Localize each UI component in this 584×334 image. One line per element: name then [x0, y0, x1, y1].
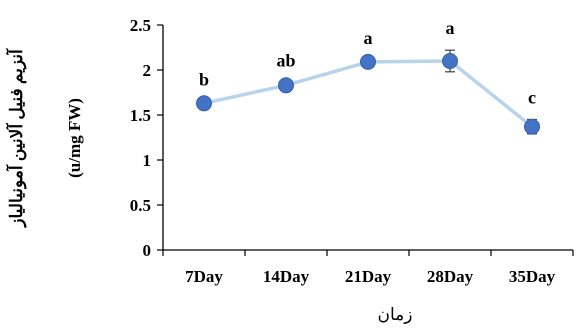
significance-label: a: [364, 28, 373, 48]
y-tick-label: 2.5: [130, 16, 151, 35]
axes: [157, 24, 574, 256]
x-tick-labels: 7Day 14Day 21Day 28Day 35Day: [185, 267, 556, 286]
x-tick-label: 14Day: [263, 267, 310, 286]
significance-label: b: [199, 70, 209, 90]
y-tick-label: 2: [143, 61, 152, 80]
y-tick-label: 1.5: [130, 106, 151, 125]
y-tick-label: 0.5: [130, 196, 151, 215]
y-axis-title-line-1: آنزیم فنیل آلانین آمونیالیاز: [5, 48, 27, 229]
x-tick-label: 21Day: [345, 267, 392, 286]
data-point: [278, 77, 294, 94]
significance-label: a: [446, 18, 455, 38]
significance-label: ab: [276, 51, 295, 71]
data-point: [360, 53, 376, 70]
y-tick-label: 1: [143, 151, 152, 170]
series-line: [203, 59, 534, 129]
y-axis-title-line-2: (u/mg FW): [65, 98, 84, 178]
series: b ab a a c: [196, 18, 540, 135]
significance-label: c: [528, 88, 536, 108]
data-point: [524, 118, 540, 135]
data-point: [196, 95, 212, 112]
x-tick-label: 35Day: [509, 267, 556, 286]
x-tick-label: 7Day: [185, 267, 223, 286]
x-axis-title: زمان: [378, 305, 413, 325]
y-tick-labels: 0 0.5 1 1.5 2 2.5: [130, 16, 151, 260]
data-point: [442, 53, 458, 69]
x-tick-label: 28Day: [427, 267, 474, 286]
y-tick-label: 0: [143, 241, 152, 260]
y-axis-title: آنزیم فنیل آلانین آمونیالیاز (u/mg FW): [5, 48, 84, 229]
